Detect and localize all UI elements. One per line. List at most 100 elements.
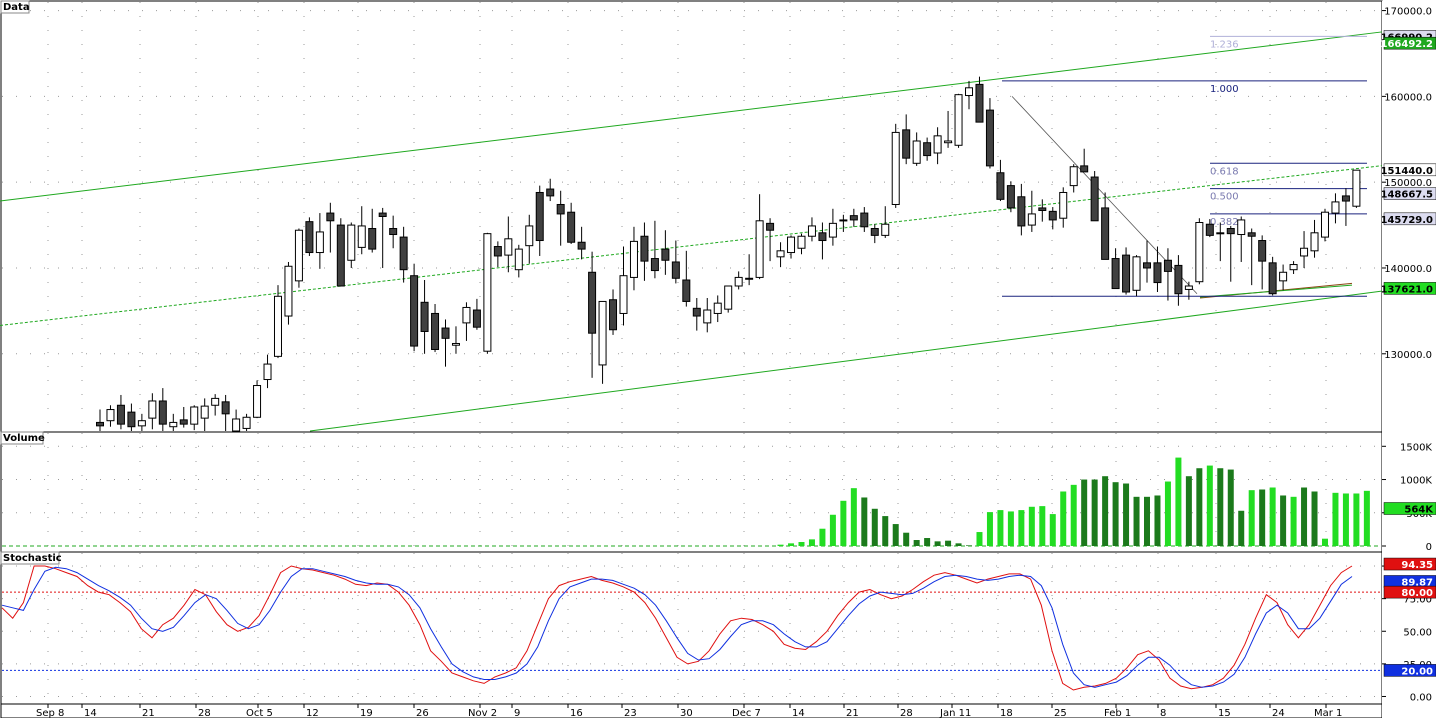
candle-body-90: [1038, 207, 1047, 211]
price-tag-3-box: [1383, 187, 1436, 200]
volume-bar-106: [1206, 465, 1213, 546]
candle-body-95: [1090, 176, 1099, 222]
y-axis: 170000.0 160000.0 150000.0 140000.0 130000.0…: [1380, 1, 1436, 718]
volume-bar-80: [934, 541, 941, 546]
candle-body-109: [1237, 219, 1246, 236]
candle-body-25: [357, 225, 366, 248]
volume-bar-76: [892, 524, 899, 546]
candle-body-30: [410, 275, 419, 347]
candle-42: [535, 185, 544, 256]
candle-2: [116, 394, 125, 430]
x-tick-label-15: 21: [846, 708, 859, 718]
x-tick-label-17: Jan 11: [939, 708, 971, 718]
candle-body-71: [839, 219, 848, 222]
volume-last-tag-text: 564K: [1404, 505, 1434, 516]
candle-body-116: [1310, 232, 1319, 252]
candle-43: [546, 178, 555, 202]
stochastic-pane-label: Stochastic: [3, 553, 62, 564]
candle-31: [420, 279, 429, 354]
candle-body-22: [326, 212, 335, 222]
volume-bar-70: [829, 514, 836, 546]
candle-18: [284, 261, 293, 325]
price-tag-1-text: 166492.2: [1380, 39, 1433, 50]
volume-bar-82: [955, 543, 962, 546]
candle-body-76: [891, 131, 900, 205]
volume-bar-104: [1185, 476, 1192, 546]
stoch-level-tag-0: 80.00: [1383, 585, 1436, 599]
stoch-series-d: [1, 566, 1353, 688]
candle-body-59: [713, 302, 722, 314]
candle-17: [273, 285, 282, 359]
candle-body-91: [1048, 210, 1057, 221]
candle-body-28: [389, 228, 398, 236]
candle-body-43: [546, 188, 555, 197]
volume-bar-120: [1353, 493, 1360, 546]
volume-bar-109: [1238, 510, 1245, 546]
candle-body-19: [294, 229, 303, 282]
candle-38: [493, 241, 502, 268]
candle-body-112: [1268, 262, 1277, 295]
fib-level-label-1: 1.000: [1210, 84, 1239, 95]
candle-111: [1258, 235, 1267, 290]
candle-36: [472, 298, 481, 330]
candle-57: [692, 298, 701, 331]
price-pane: 1.236 1.000 0.618 0.500 0.382 Data: [0, 0, 1396, 433]
candle-body-89: [1027, 213, 1036, 226]
candle-body-72: [849, 215, 858, 221]
candle-body-1: [106, 409, 115, 422]
candle-body-16: [263, 363, 272, 381]
volume-bar-92: [1060, 491, 1067, 546]
x-tick-label-1: 14: [84, 708, 97, 718]
candle-14: [242, 413, 251, 431]
candle-19: [294, 228, 303, 288]
stoch-level-tag-0-text: 80.00: [1401, 588, 1433, 599]
candle-23: [336, 218, 345, 287]
candle-body-73: [860, 212, 869, 228]
candle-body-49: [609, 299, 618, 331]
candle-46: [577, 226, 586, 260]
candle-body-79: [923, 142, 932, 157]
candle-body-106: [1205, 223, 1214, 236]
x-axis: Sep 8 14 21 28 Oct 5 12 19 26 Nov 2 9 16 23 30 Dec 7 1…: [0, 703, 1383, 718]
volume-bar-90: [1039, 506, 1046, 546]
candle-body-78: [912, 140, 921, 164]
price-tag-1: 166492.2: [1380, 36, 1436, 50]
candle-body-65: [776, 250, 785, 258]
candle-body-81: [944, 140, 953, 144]
candle-86: [996, 159, 1005, 202]
candle-body-17: [273, 295, 282, 357]
candle-3: [127, 403, 136, 431]
candle-78: [912, 132, 921, 166]
candle-body-62: [745, 277, 754, 280]
candle-body-18: [284, 265, 293, 317]
volume-pane: Volume: [0, 431, 1383, 553]
candle-body-85: [985, 109, 994, 167]
volume-y-tick-0: 1500K: [1400, 442, 1432, 453]
candle-5: [148, 393, 157, 430]
x-tick-label-20: Feb 1: [1104, 708, 1131, 718]
x-tick-label-16: 28: [900, 708, 913, 718]
candle-body-92: [1059, 191, 1068, 219]
volume-bar-118: [1332, 492, 1339, 546]
candle-98: [1122, 247, 1131, 295]
price-y-tick-3: 140000.0: [1384, 264, 1432, 275]
price-y-tick-2: 150000.0: [1384, 178, 1432, 189]
candle-103: [1174, 255, 1183, 306]
volume-bar-81: [945, 540, 952, 546]
candle-body-42: [535, 191, 544, 242]
x-tick-label-23: 24: [1272, 708, 1285, 718]
volume-bar-96: [1102, 476, 1109, 546]
candle-body-96: [1101, 207, 1110, 260]
candle-body-50: [619, 275, 628, 314]
stoch-k-tag-text: 94.35: [1401, 560, 1433, 571]
candle-body-26: [368, 228, 377, 250]
candle-27: [378, 207, 387, 268]
candle-body-35: [462, 306, 471, 324]
candle-body-87: [1006, 185, 1015, 209]
candle-body-83: [965, 87, 974, 97]
candle-110: [1247, 228, 1256, 286]
candle-body-115: [1300, 247, 1309, 257]
candle-80: [933, 127, 942, 165]
candle-body-69: [818, 232, 827, 242]
candle-body-0: [96, 421, 104, 427]
